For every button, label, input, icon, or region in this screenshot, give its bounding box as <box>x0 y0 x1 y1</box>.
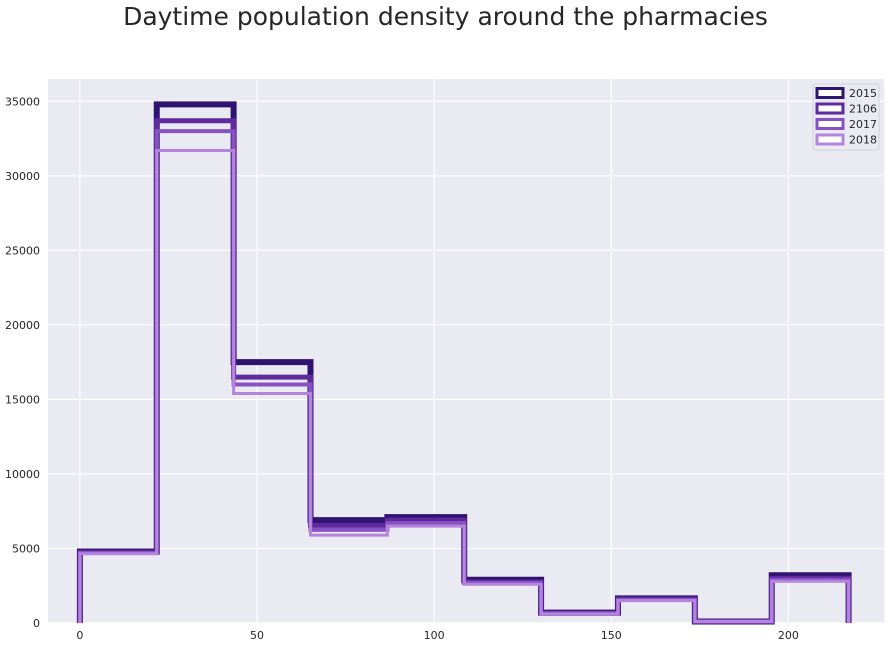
y-tick-label: 20000 <box>5 319 40 332</box>
tick-labels: 0 50 100 150 200 0 5000 10000 15000 20000 25000 300… <box>5 95 799 642</box>
y-tick-label: 5000 <box>12 542 40 555</box>
legend-label: 2106 <box>849 103 877 116</box>
legend-swatch-2015 <box>815 87 845 99</box>
y-tick-label: 10000 <box>5 468 40 481</box>
legend-swatch-2106 <box>815 102 845 115</box>
y-tick-label: 15000 <box>5 393 40 406</box>
chart-title: Daytime population density around the ph… <box>123 2 768 31</box>
y-tick-label: 35000 <box>5 95 40 108</box>
x-tick-label: 200 <box>778 629 799 642</box>
x-tick-label: 50 <box>250 629 264 642</box>
x-tick-label: 150 <box>601 629 622 642</box>
legend: 2015 2106 2017 2018 <box>812 83 880 151</box>
legend-label: 2018 <box>849 134 877 147</box>
y-tick-label: 25000 <box>5 244 40 257</box>
x-tick-label: 100 <box>424 629 445 642</box>
legend-label: 2015 <box>849 87 877 100</box>
legend-swatch-2017 <box>815 118 845 130</box>
y-tick-label: 30000 <box>5 170 40 183</box>
series-layer <box>76 101 852 625</box>
x-tick-label: 0 <box>76 629 83 642</box>
series-step-line-2018 <box>78 149 851 624</box>
legend-label: 2017 <box>849 118 877 131</box>
legend-swatch-2018 <box>815 133 845 146</box>
y-tick-label: 0 <box>33 617 40 630</box>
